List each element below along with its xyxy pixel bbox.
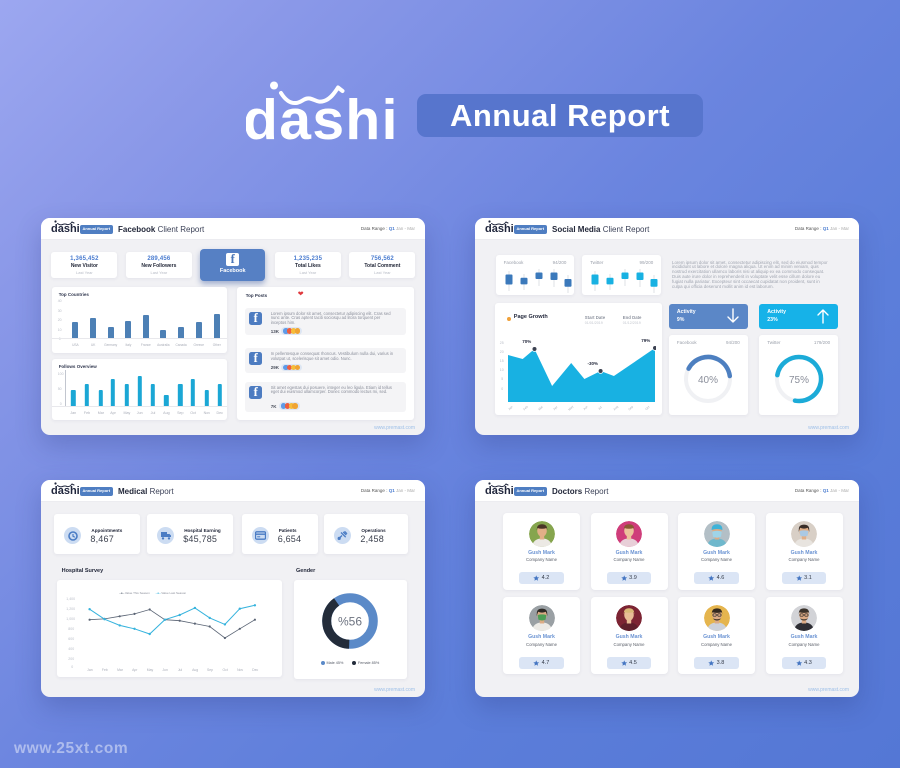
svg-text:75%: 75% [789,375,809,386]
svg-text:dashi: dashi [246,88,399,147]
svg-text:40%: 40% [698,375,718,386]
svg-text:%56: %56 [338,614,362,628]
